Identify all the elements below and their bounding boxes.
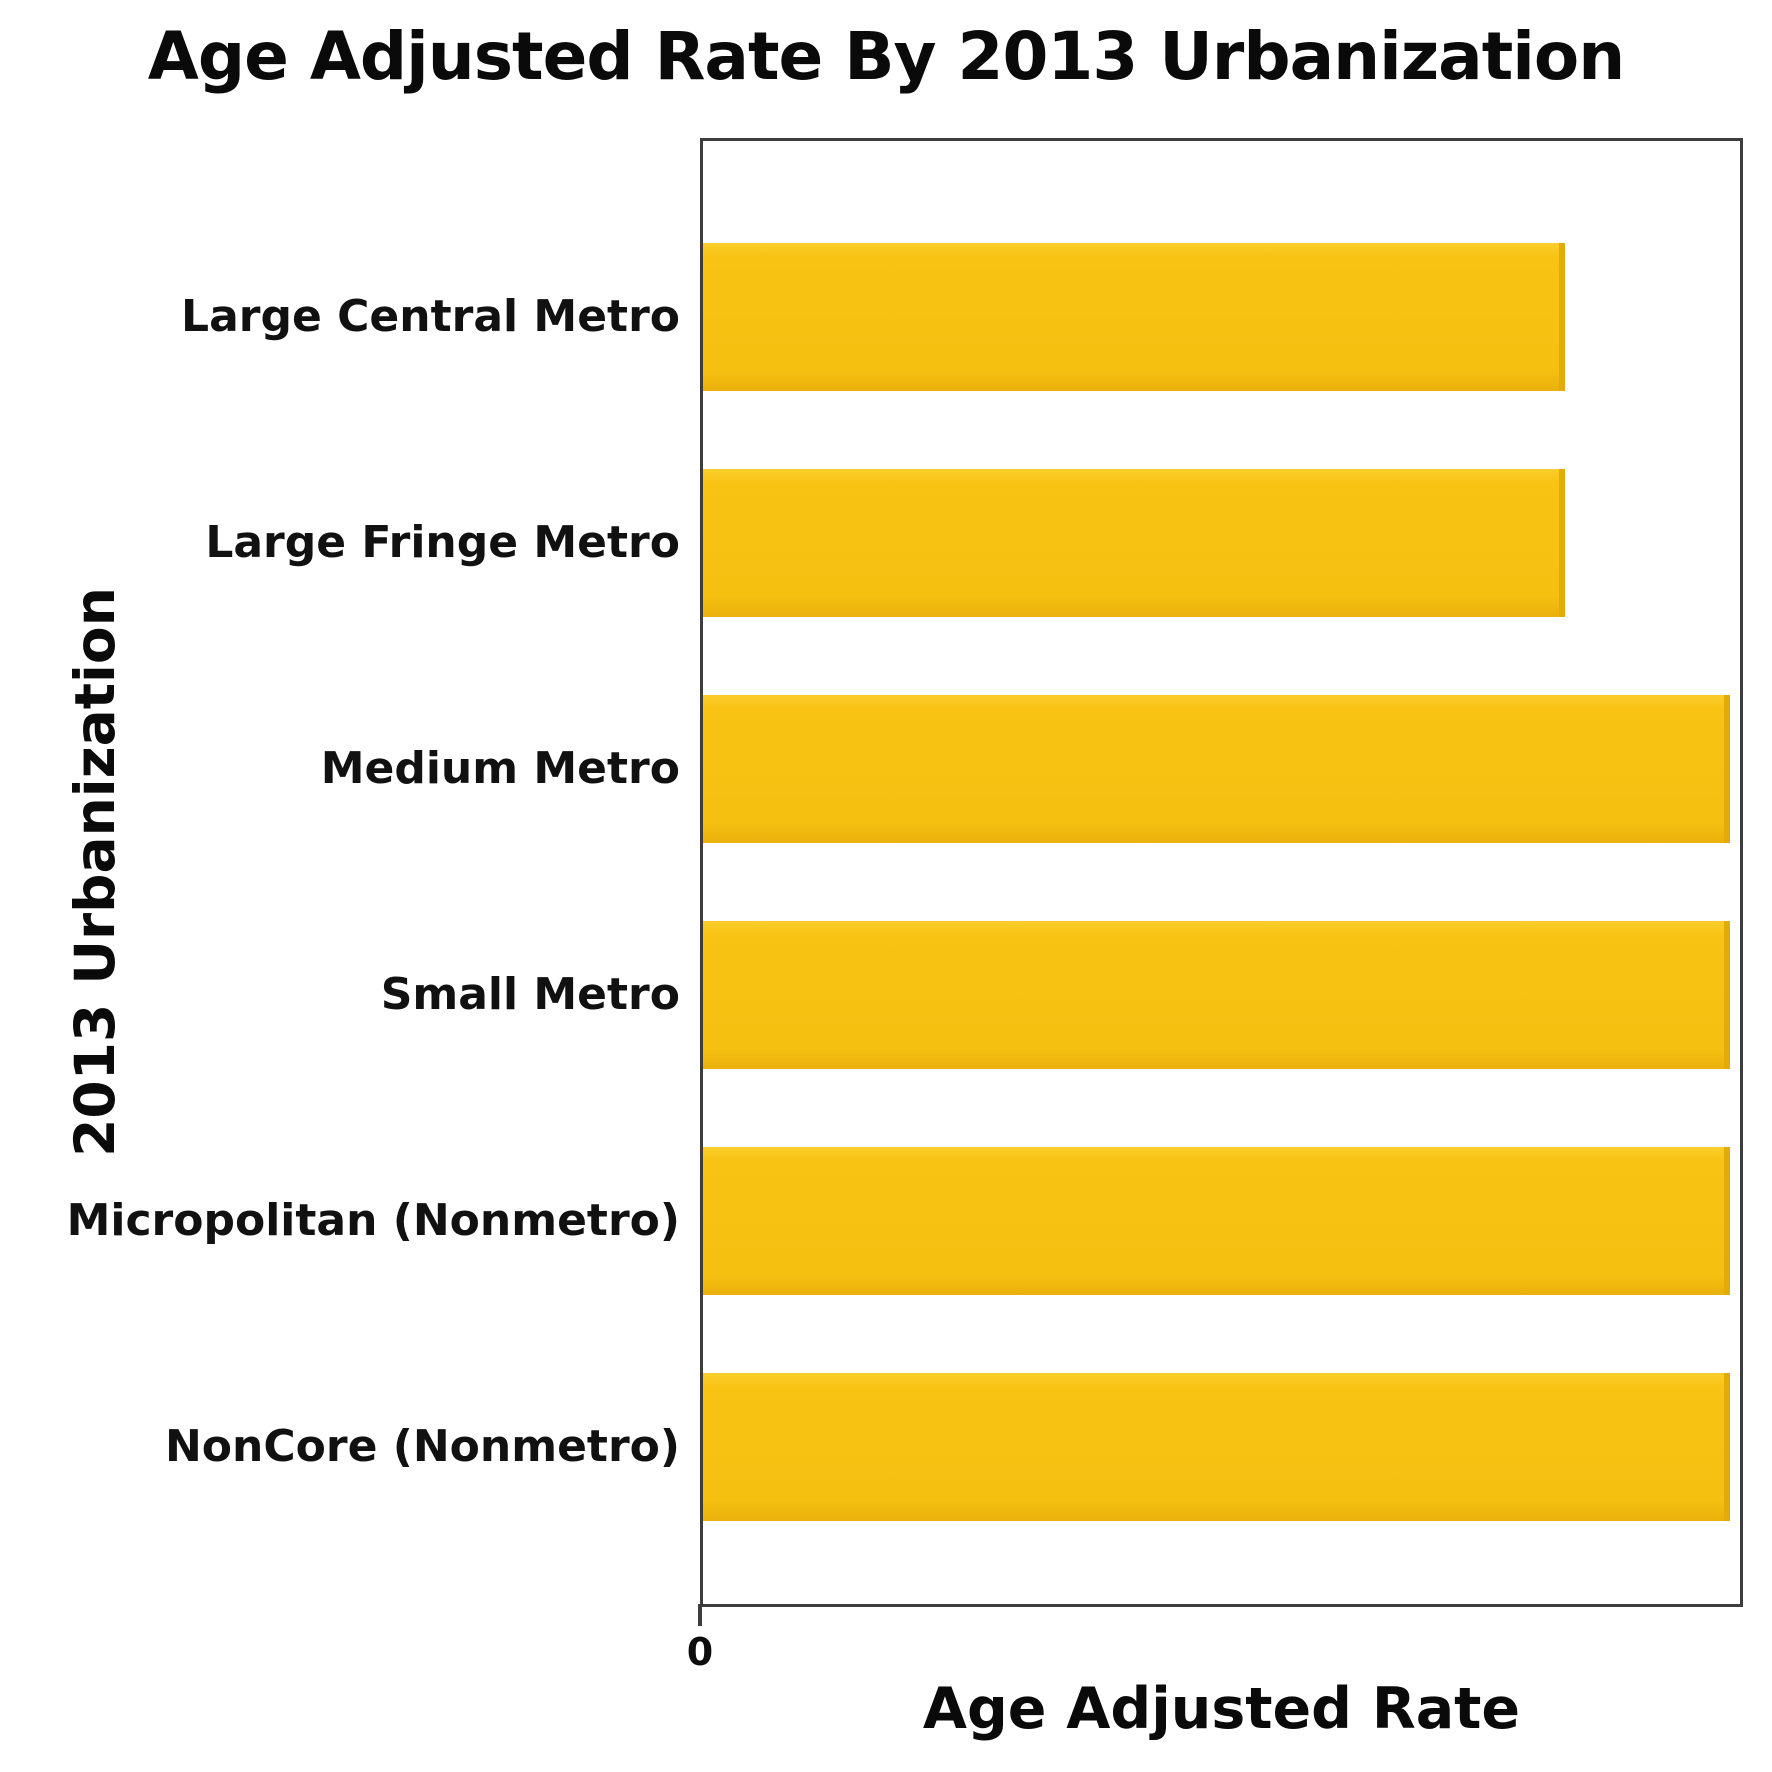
x-axis-label: Age Adjusted Rate: [922, 1676, 1521, 1742]
bar-large-fringe-metro: [703, 469, 1565, 617]
chart-title: Age Adjusted Rate By 2013 Urbanization: [147, 18, 1625, 95]
category-label: Large Fringe Metro: [205, 517, 680, 568]
category-label: Medium Metro: [320, 743, 680, 794]
bar-small-metro: [703, 921, 1730, 1069]
bar-medium-metro: [703, 695, 1730, 843]
y-axis-label: 2013 Urbanization: [63, 587, 127, 1157]
category-label: Large Central Metro: [181, 291, 680, 342]
category-label: Small Metro: [380, 969, 680, 1020]
bar-noncore-nonmetro: [703, 1373, 1730, 1521]
category-label: NonCore (Nonmetro): [164, 1421, 680, 1472]
x-axis-tick-zero: [698, 1604, 702, 1626]
bar-micropolitan-nonmetro: [703, 1147, 1730, 1295]
category-label: Micropolitan (Nonmetro): [66, 1195, 680, 1246]
bar-large-central-metro: [703, 243, 1565, 391]
x-tick-label-zero: 0: [686, 1630, 714, 1674]
